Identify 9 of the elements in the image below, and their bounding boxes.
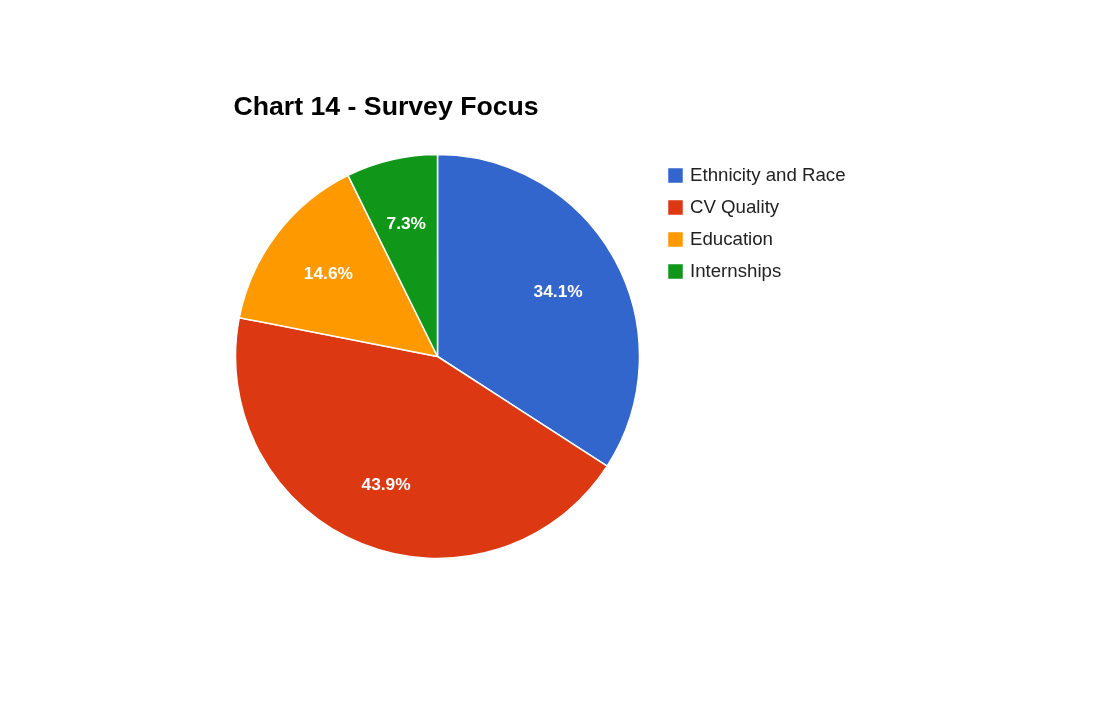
data-label: 43.9% (361, 473, 411, 494)
data-label: 34.1% (533, 280, 583, 301)
data-label: 7.3% (386, 212, 426, 233)
legend-label: Internships (690, 260, 782, 282)
legend-label: Education (690, 228, 773, 250)
legend-label: CV Quality (690, 196, 780, 218)
legend-label: Ethnicity and Race (690, 164, 846, 186)
data-label: 14.6% (303, 263, 353, 284)
chart-title: Chart 14 - Survey Focus (233, 90, 539, 121)
